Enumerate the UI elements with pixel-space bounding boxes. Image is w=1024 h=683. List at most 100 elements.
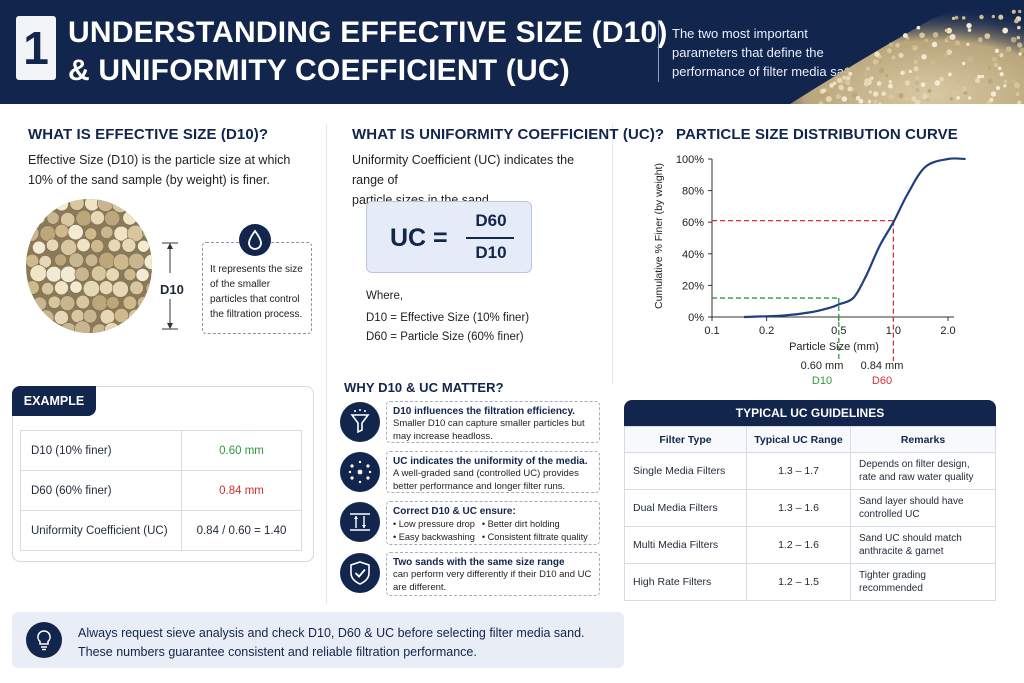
- sand-grain: [878, 67, 885, 74]
- sand-grain: [992, 56, 998, 62]
- sand-grain: [151, 295, 152, 311]
- y-tick-label: 40%: [682, 249, 704, 261]
- arrows-vertical-icon: [340, 502, 380, 542]
- sand-grain: [825, 96, 832, 103]
- sand-grain: [943, 53, 948, 58]
- sand-grain: [963, 73, 967, 78]
- table-row: Uniformity Coefficient (UC) 0.84 / 0.60 …: [20, 510, 302, 551]
- y-tick-label: 60%: [682, 217, 704, 229]
- sand-grain: [900, 70, 905, 75]
- lightbulb-icon: [26, 622, 62, 658]
- sand-grain: [954, 15, 959, 20]
- sand-grain: [144, 309, 152, 325]
- sand-grain: [45, 265, 63, 283]
- why-item-title: UC indicates the uniformity of the media…: [393, 456, 588, 467]
- sand-grain: [864, 78, 871, 85]
- sand-grain: [111, 199, 130, 214]
- guidelines-heading: TYPICAL UC GUIDELINES: [624, 400, 996, 426]
- d60-tag: D60: [872, 375, 892, 387]
- sand-grain: [137, 296, 151, 310]
- sand-grain: [111, 280, 129, 298]
- formula-fraction-bar: [466, 237, 514, 239]
- filter-type-cell: High Rate Filters: [624, 563, 747, 601]
- title-line-2: & UNIFORMITY COEFFICIENT (UC): [68, 54, 570, 87]
- example-label: D60 (60% finer): [20, 470, 182, 511]
- sand-grain: [123, 268, 137, 281]
- where-label: Where,: [366, 290, 404, 302]
- column-separator: [326, 124, 327, 604]
- sand-grain: [818, 101, 824, 104]
- sand-grain: [54, 280, 69, 296]
- sand-grain: [68, 252, 84, 268]
- d60-value-label: 0.84 mm: [861, 360, 904, 372]
- sand-grain: [1017, 9, 1022, 14]
- sand-grain: [968, 96, 972, 100]
- sand-grain: [864, 99, 869, 104]
- sand-grain: [135, 268, 150, 282]
- remarks-cell: Sand UC should match anthracite & garnet: [850, 526, 996, 564]
- sand-grain: [29, 323, 45, 333]
- sand-grain: [53, 310, 69, 325]
- sand-grain: [98, 280, 114, 295]
- sand-grain: [82, 308, 98, 324]
- sand-grain: [917, 55, 922, 61]
- sand-grain: [977, 74, 982, 79]
- table-row: D10 (10% finer) 0.60 mm: [20, 430, 302, 471]
- chart-heading: PARTICLE SIZE DISTRIBUTION CURVE: [676, 126, 958, 143]
- sand-grain: [54, 223, 69, 239]
- sand-grain: [1017, 100, 1022, 104]
- sand-grain: [913, 59, 918, 64]
- sand-grain: [946, 49, 953, 55]
- sand-grain: [863, 72, 868, 77]
- sand-grain: [921, 41, 928, 48]
- sand-grain: [914, 75, 920, 81]
- chart-x-label: Particle Size (mm): [789, 341, 879, 353]
- example-panel: [12, 386, 314, 562]
- sand-grain: [849, 87, 854, 91]
- sand-grain: [1017, 42, 1023, 48]
- sand-grain: [829, 83, 834, 88]
- sand-grain: [32, 240, 46, 255]
- sand-grain: [54, 253, 67, 267]
- sand-grain: [961, 16, 966, 20]
- sand-grain: [150, 323, 152, 333]
- d10-label: D10: [160, 282, 184, 297]
- sand-grain: [26, 199, 39, 212]
- sand-grain: [989, 97, 994, 103]
- sand-grain: [898, 93, 904, 99]
- why-item-box: D10 influences the filtration efficiency…: [386, 401, 600, 443]
- sand-grain: [38, 255, 52, 269]
- sand-grain: [823, 91, 829, 98]
- sand-grain: [848, 71, 853, 76]
- sand-grain: [934, 80, 941, 86]
- sand-grain: [898, 52, 904, 58]
- sand-grain: [876, 81, 882, 87]
- sand-grain: [987, 78, 993, 84]
- sand-grain: [952, 91, 957, 96]
- why-item-box: Correct D10 & UC ensure: • Low pressure …: [386, 501, 600, 545]
- sand-grain: [921, 54, 927, 60]
- sand-grain: [1003, 79, 1008, 84]
- table-row: Multi Media Filters 1.2 – 1.6 Sand UC sh…: [624, 526, 996, 564]
- sand-grain: [872, 59, 879, 65]
- sand-grain: [881, 91, 886, 96]
- sand-grain: [852, 92, 858, 98]
- definition-d10: D10 = Effective Size (10% finer): [366, 312, 530, 324]
- example-value-d10: 0.60 mm: [181, 430, 302, 471]
- sand-grain: [946, 27, 952, 34]
- sand-grain: [855, 95, 861, 101]
- sand-grain: [39, 199, 53, 212]
- sand-grain: [999, 53, 1004, 58]
- sand-grain: [865, 66, 870, 71]
- why-heading: WHY D10 & UC MATTER?: [344, 380, 504, 395]
- sand-grain: [904, 80, 911, 86]
- sand-grain: [1015, 92, 1020, 97]
- sand-grain: [836, 77, 843, 84]
- sand-grain: [960, 86, 967, 93]
- remarks-cell: Tighter grading recommended: [850, 563, 996, 601]
- sand-grain: [76, 238, 91, 253]
- effective-size-text-line-1: Effective Size (D10) is the particle siz…: [28, 153, 291, 167]
- sand-grain: [987, 66, 992, 70]
- sand-grain: [104, 210, 121, 227]
- sand-grain: [1019, 47, 1024, 54]
